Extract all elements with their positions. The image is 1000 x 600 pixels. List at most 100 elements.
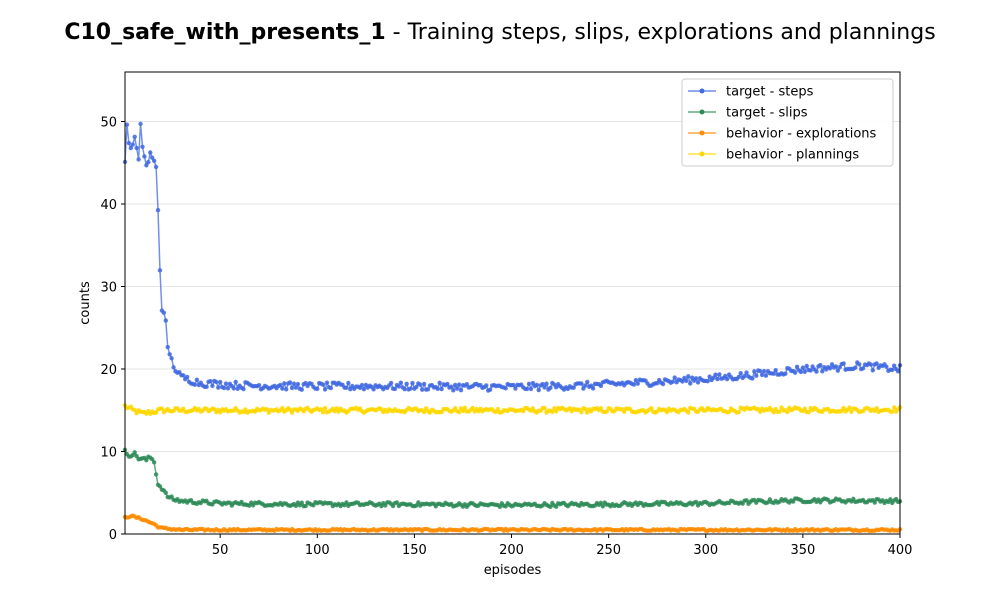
data-point	[148, 150, 153, 155]
data-point	[802, 369, 808, 374]
data-point	[241, 386, 246, 392]
data-point	[757, 368, 763, 374]
data-point	[284, 387, 289, 392]
data-point	[470, 405, 475, 411]
data-point	[870, 368, 876, 373]
data-point	[860, 366, 866, 371]
data-point	[149, 456, 155, 462]
data-point	[449, 384, 454, 389]
data-point	[792, 370, 798, 375]
data-point	[132, 407, 137, 413]
data-point	[421, 409, 427, 415]
data-point	[398, 380, 404, 385]
legend-label: target - steps	[726, 85, 814, 100]
data-point	[140, 144, 145, 150]
data-point	[163, 318, 168, 323]
data-point	[631, 382, 637, 387]
y-tick-label: 40	[100, 198, 117, 213]
data-point	[554, 409, 559, 414]
data-point	[814, 369, 819, 374]
data-point	[598, 406, 604, 411]
data-point	[890, 409, 895, 414]
x-tick-label: 100	[305, 543, 330, 558]
x-tick-label: 350	[790, 543, 815, 558]
data-point	[169, 494, 174, 499]
data-point	[895, 369, 901, 374]
data-point	[225, 386, 231, 391]
series-behavior-plannings	[122, 403, 903, 416]
data-point	[221, 385, 227, 391]
data-point	[216, 385, 221, 390]
data-point	[890, 367, 895, 373]
x-tick-label: 300	[693, 543, 718, 558]
data-point	[827, 366, 833, 371]
data-point	[146, 159, 151, 165]
data-point	[664, 409, 670, 415]
data-point	[530, 380, 536, 386]
data-point	[660, 381, 666, 387]
data-point	[777, 409, 782, 414]
data-point	[713, 372, 718, 377]
data-point	[550, 409, 555, 415]
legend-label: behavior - explorations	[726, 127, 877, 142]
data-point	[394, 500, 400, 505]
legend-item: target - steps	[688, 85, 814, 100]
data-point	[693, 376, 699, 381]
data-point	[829, 362, 835, 367]
data-point	[192, 382, 198, 387]
data-point	[295, 381, 301, 387]
data-point	[181, 373, 186, 378]
data-point	[346, 380, 351, 386]
data-point	[132, 134, 137, 140]
data-point	[847, 405, 852, 410]
x-tick-label: 400	[888, 543, 913, 558]
y-tick-label: 30	[100, 281, 117, 296]
data-point	[153, 472, 159, 477]
data-point	[293, 503, 299, 509]
data-point	[256, 382, 262, 388]
series-target-slips	[122, 447, 903, 510]
data-point	[750, 376, 755, 381]
data-point	[635, 381, 640, 386]
data-point	[217, 379, 223, 385]
data-point	[445, 381, 450, 387]
data-point	[414, 503, 419, 508]
data-point	[808, 368, 813, 373]
data-point	[264, 407, 269, 412]
data-point	[136, 157, 141, 162]
legend-label: target - slips	[726, 106, 808, 121]
data-point	[344, 385, 349, 390]
data-point	[783, 371, 788, 376]
data-point	[524, 386, 530, 392]
data-point	[598, 500, 604, 506]
data-point	[130, 142, 135, 147]
ticks-layer: 0 10 20 30 40 50 50 100 150 200 250 300 350 400	[100, 116, 912, 559]
data-point	[328, 385, 334, 391]
data-point	[142, 154, 147, 159]
data-point	[526, 381, 532, 386]
data-point	[453, 382, 458, 388]
series-layer	[122, 121, 903, 534]
data-point	[833, 364, 839, 369]
data-point	[320, 382, 326, 387]
data-point	[487, 387, 493, 392]
data-point	[695, 380, 701, 385]
legend-item: behavior - explorations	[688, 127, 877, 142]
data-point	[303, 503, 308, 509]
data-point	[600, 504, 606, 509]
data-point	[655, 381, 660, 386]
data-point	[857, 362, 862, 367]
data-point	[210, 383, 215, 389]
data-point	[181, 406, 186, 411]
data-point	[149, 155, 155, 160]
data-point	[153, 164, 159, 170]
data-point	[579, 410, 584, 415]
legend-marker	[699, 151, 705, 157]
data-point	[841, 405, 846, 411]
data-point	[134, 453, 139, 459]
data-point	[144, 163, 149, 168]
data-point	[800, 365, 806, 370]
data-point	[419, 387, 425, 392]
data-point	[451, 388, 456, 393]
